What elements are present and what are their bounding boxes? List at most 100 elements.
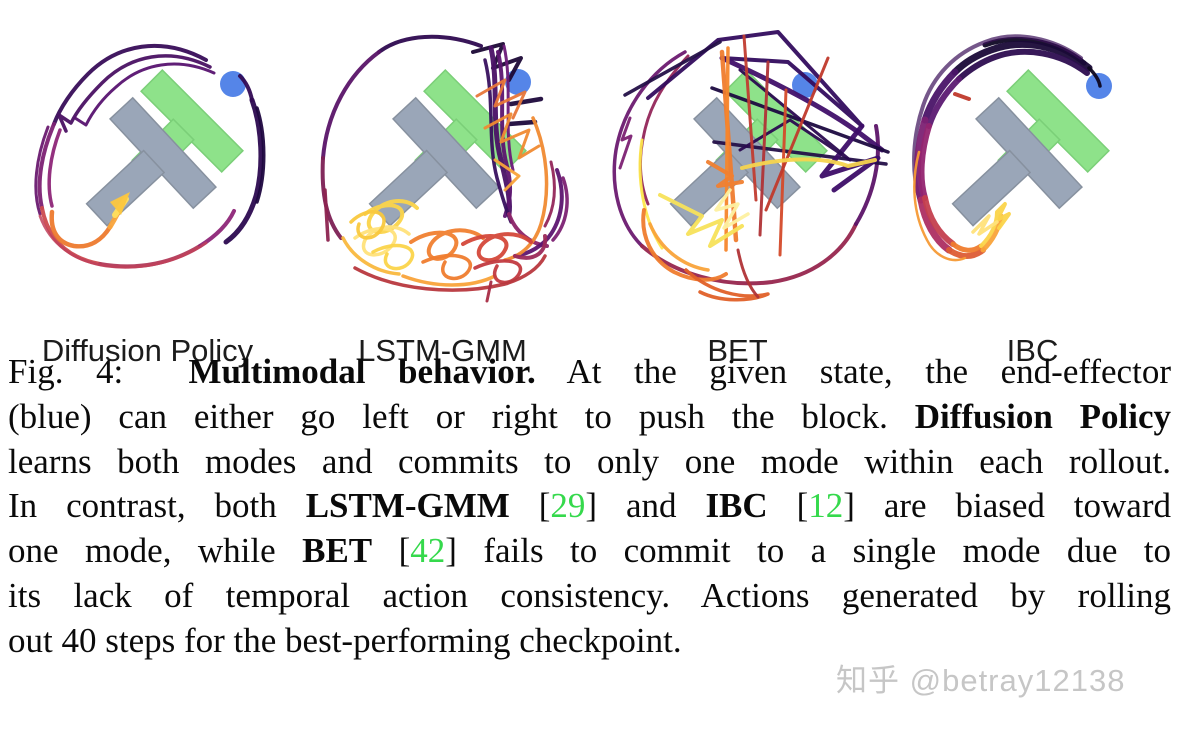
- caption-text: [: [509, 486, 551, 526]
- caption-bold-text: LSTM-GMM: [305, 486, 510, 526]
- trajectory-path: [513, 234, 548, 260]
- trajectory-path: [913, 150, 967, 262]
- trajectory-plot-ibc: [912, 34, 1112, 262]
- panel-lstm-gmm: LSTM-GMM: [295, 0, 590, 368]
- trajectory-path: [513, 168, 564, 258]
- gray-t-block-stem: [85, 149, 166, 227]
- trajectory-plot-lstm-gmm: [320, 34, 569, 303]
- trajectory-path: [349, 210, 386, 240]
- caption-text: ] are biased toward: [843, 486, 1172, 526]
- panel-diffusion-policy: Diffusion Policy: [0, 0, 295, 368]
- trajectory-path: [758, 60, 770, 237]
- caption-text: ] and: [585, 486, 706, 526]
- trajectory-path: [712, 140, 888, 166]
- trajectory-path: [52, 43, 208, 126]
- trajectory-path: [503, 116, 549, 262]
- gray-t-block: [85, 96, 217, 227]
- trajectory-path: [648, 222, 710, 272]
- trajectory-path: [238, 74, 254, 102]
- trajectory-path: [912, 34, 1083, 200]
- trajectory-path: [473, 259, 523, 285]
- citation-ref[interactable]: 42: [410, 531, 446, 571]
- caption-line: learns both modes and commits to only on…: [8, 440, 1171, 485]
- watermark: 知乎 @betray12138: [836, 663, 1126, 698]
- trajectory-path: [778, 88, 788, 257]
- panel-ibc: IBC: [885, 0, 1179, 368]
- trajectory-path: [255, 106, 266, 204]
- trajectory-path: [950, 241, 984, 253]
- trajectory-path: [49, 209, 113, 249]
- trajectory-path: [640, 222, 858, 286]
- trajectory-path: [921, 68, 959, 124]
- caption-line: Fig. 4: Multimodal behavior. At the give…: [8, 350, 1171, 395]
- trajectory-path: [612, 50, 687, 248]
- trajectory-path: [377, 34, 483, 54]
- caption-bold-text: BET: [302, 531, 373, 571]
- gray-t-block: [951, 96, 1083, 227]
- trajectory-path: [764, 56, 830, 212]
- trajectory-path: [740, 157, 877, 170]
- trajectory-path: [918, 123, 932, 201]
- trajectory-path: [73, 62, 216, 127]
- trajectory-path: [110, 192, 130, 215]
- trajectory-path: [922, 195, 956, 247]
- trajectory-path: [38, 214, 208, 269]
- caption-text: [: [372, 531, 411, 571]
- figure-caption: Fig. 4: Multimodal behavior. At the give…: [8, 350, 1171, 664]
- trajectory-plot-diffusion-policy: [34, 43, 266, 269]
- panel-label-bet: BET: [707, 333, 768, 368]
- panel-label-diffusion-policy: Diffusion Policy: [41, 333, 254, 368]
- end-effector-circle: [220, 71, 246, 97]
- trajectory-path: [341, 236, 401, 276]
- trajectory-path: [714, 188, 750, 230]
- trajectory-path: [956, 48, 1090, 82]
- trajectory-path: [641, 208, 728, 282]
- caption-line: out 40 steps for the best-performing che…: [8, 619, 1171, 664]
- panels-row: Diffusion Policy LSTM-GMM BET IBC: [0, 0, 1179, 368]
- citation-ref[interactable]: 29: [550, 486, 586, 526]
- trajectory-path: [1087, 66, 1102, 88]
- trajectory-path: [946, 247, 986, 259]
- trajectory-path: [506, 119, 538, 127]
- trajectory-path: [461, 232, 533, 262]
- trajectory-path: [421, 253, 473, 281]
- trajectory-path: [623, 40, 722, 97]
- caption-line: one mode, while BET [42] fails to commit…: [8, 529, 1171, 574]
- caption-line: In contrast, both LSTM-GMM [29] and IBC …: [8, 484, 1171, 529]
- caption-text: At the given state, the end-effector: [535, 352, 1171, 391]
- trajectory-path: [401, 274, 497, 287]
- trajectory-path: [371, 243, 415, 271]
- trajectory-path: [917, 196, 953, 254]
- trajectory-path: [736, 248, 760, 299]
- caption-text: [: [767, 486, 809, 526]
- trajectory-path: [508, 96, 544, 107]
- trajectory-path: [724, 46, 730, 252]
- trajectory-path: [471, 42, 523, 82]
- trajectory-path: [639, 54, 690, 206]
- gray-t-block-stem: [951, 149, 1032, 227]
- trajectory-path: [485, 280, 493, 303]
- trajectory-path: [971, 214, 999, 236]
- caption-text: (blue) can either go left or right to pu…: [8, 396, 915, 436]
- caption-bold-text: Diffusion Policy: [914, 396, 1172, 436]
- caption-line: (blue) can either go left or right to pu…: [8, 395, 1171, 440]
- trajectory-path: [926, 76, 962, 129]
- trajectory-path: [483, 112, 541, 160]
- caption-bold-text: Multimodal behavior.: [188, 352, 536, 391]
- trajectory-path: [618, 116, 633, 170]
- caption-line: its lack of temporal action consistency.…: [8, 574, 1171, 619]
- caption-bold-text: IBC: [705, 486, 768, 526]
- trajectory-path: [321, 50, 381, 160]
- citation-ref[interactable]: 12: [808, 486, 844, 526]
- trajectory-path: [551, 176, 569, 242]
- caption-text: its lack of temporal action consistency.…: [8, 575, 1171, 615]
- trajectory-path: [47, 128, 62, 208]
- trajectory-path: [742, 34, 758, 202]
- trajectory-path: [951, 41, 1093, 76]
- panel-bet: BET: [590, 0, 890, 368]
- panel-label-lstm-gmm: LSTM-GMM: [358, 333, 527, 368]
- caption-text: learns both modes and commits to only on…: [8, 441, 1171, 481]
- trajectory-path: [323, 188, 330, 242]
- trajectory-path: [658, 193, 744, 248]
